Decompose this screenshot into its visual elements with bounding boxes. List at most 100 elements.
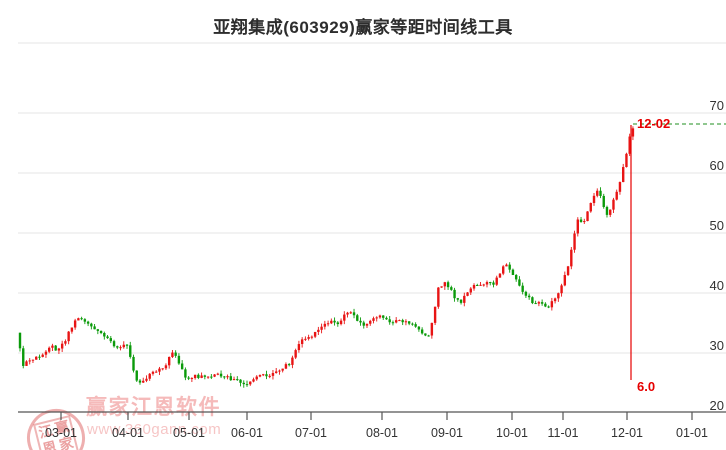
candle-body <box>605 206 609 215</box>
candle-body <box>184 369 187 378</box>
x-tick-label: 08-01 <box>366 426 398 440</box>
candle-body <box>527 295 531 298</box>
candle-body <box>339 320 343 325</box>
candle-body <box>54 345 57 351</box>
candle-body <box>456 298 460 300</box>
x-tick-label: 09-01 <box>431 426 463 440</box>
candle-body <box>73 320 77 328</box>
candle-body <box>394 320 398 323</box>
x-tick-label: 05-01 <box>173 426 205 440</box>
candle-body <box>369 320 372 324</box>
candle-body <box>576 219 579 234</box>
candle-body <box>359 320 362 323</box>
candle-body <box>349 312 352 314</box>
candle-body <box>268 375 271 377</box>
candle-body <box>489 282 492 284</box>
candle-body <box>602 195 605 207</box>
y-tick-label: 60 <box>710 158 724 173</box>
candle-body <box>463 295 466 303</box>
candle-body <box>537 302 541 304</box>
candle-body <box>336 322 340 325</box>
candle-body <box>151 371 155 374</box>
candle-body <box>109 338 113 342</box>
candle-body <box>90 323 93 327</box>
candle-body <box>566 266 570 276</box>
candle-body <box>424 333 427 336</box>
candle-body <box>417 326 421 330</box>
candle-body <box>226 376 229 378</box>
candle-body <box>129 345 132 357</box>
candle-body <box>326 323 330 325</box>
candle-body <box>411 323 414 325</box>
candle-body <box>427 335 430 337</box>
candle-body <box>508 264 511 270</box>
candle-body <box>148 373 151 379</box>
candle-body <box>262 374 265 376</box>
candle-body <box>343 314 346 321</box>
candle-body <box>346 312 349 315</box>
candle-body <box>388 319 391 323</box>
candle-body <box>174 352 177 356</box>
candle-body <box>142 380 145 383</box>
measure-value-label: 6.0 <box>637 379 655 394</box>
candle-body <box>219 373 223 377</box>
candle-body <box>206 376 210 378</box>
candle-body <box>333 320 336 323</box>
candle-body <box>469 288 472 293</box>
candle-body <box>382 315 385 318</box>
candlestick-series[interactable] <box>18 126 635 388</box>
candle-body <box>450 287 453 290</box>
candle-body <box>443 282 447 287</box>
candle-body <box>531 297 534 304</box>
candle-body <box>239 379 242 383</box>
candle-body <box>352 312 356 316</box>
candle-body <box>482 284 485 286</box>
candle-body <box>80 318 83 320</box>
gridlines <box>18 42 726 354</box>
x-tick-label: 07-01 <box>295 426 327 440</box>
candle-body <box>375 317 378 319</box>
candle-body <box>284 364 288 369</box>
x-axis: 03-01 04-01 05-01 06-01 07-01 08-01 09-01 10-01… <box>18 411 726 440</box>
candle-body <box>356 315 359 321</box>
candle-body <box>167 356 171 366</box>
candle-body <box>67 331 70 342</box>
candle-body <box>28 360 31 362</box>
candle-body <box>398 320 401 322</box>
candle-body <box>372 318 375 321</box>
candle-body <box>313 331 317 337</box>
candle-body <box>265 374 268 377</box>
candle-body <box>161 368 164 370</box>
candle-body <box>158 368 161 372</box>
candle-body <box>330 320 333 324</box>
candle-body <box>323 323 327 327</box>
candle-body <box>495 277 498 285</box>
candle-body <box>628 136 631 154</box>
candle-body <box>193 374 197 379</box>
candle-body <box>615 191 618 200</box>
candle-body <box>498 273 502 278</box>
candle-body <box>294 350 297 358</box>
candle-body <box>232 379 236 381</box>
candle-body <box>459 299 463 303</box>
candle-body <box>430 322 434 336</box>
candle-body <box>433 306 437 323</box>
y-tick-label: 40 <box>710 278 724 293</box>
candle-body <box>116 346 119 348</box>
candle-body <box>479 284 482 286</box>
candle-body <box>281 368 284 371</box>
candle-body <box>304 338 307 340</box>
candle-body <box>570 249 573 267</box>
candle-body <box>621 167 625 183</box>
candle-body <box>563 275 567 286</box>
candle-body <box>505 264 508 267</box>
candle-body <box>547 306 550 308</box>
candle-body <box>190 378 194 380</box>
candle-body <box>446 282 450 288</box>
candle-body <box>155 371 158 373</box>
candle-body <box>229 376 232 381</box>
x-tick-label: 01-01 <box>676 426 708 440</box>
candle-body <box>138 380 142 383</box>
